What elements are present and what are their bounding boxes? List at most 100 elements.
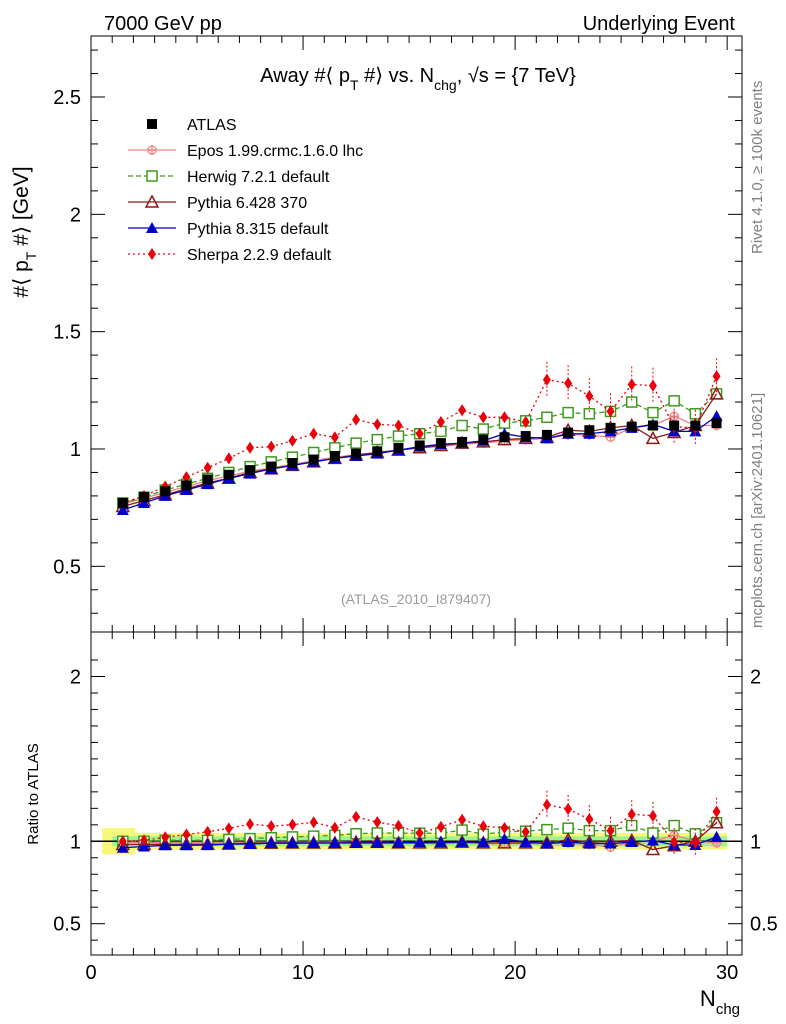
legend-label: Sherpa 2.2.9 default [187, 247, 332, 264]
marker [712, 370, 721, 383]
y-tick-label: 2.5 [53, 87, 81, 109]
marker [520, 431, 531, 442]
marker [373, 816, 382, 829]
marker [648, 379, 657, 392]
marker [203, 461, 212, 474]
marker [456, 824, 468, 836]
marker [647, 420, 658, 431]
marker [350, 836, 363, 848]
marker [456, 419, 468, 432]
marker [564, 377, 573, 390]
marker [246, 818, 255, 831]
marker [329, 451, 340, 462]
marker [182, 828, 191, 841]
ratio-series-5 [118, 790, 721, 857]
marker [499, 432, 510, 443]
legend-label: Epos 1.99.crmc.1.6.0 lhc [187, 143, 363, 160]
marker [181, 480, 192, 491]
y-tick-label: 1.5 [53, 322, 81, 344]
main-ticks: 0.5 1 1.5 2 2.5 [53, 36, 742, 632]
marker [202, 474, 213, 485]
marker [266, 461, 277, 472]
marker [146, 222, 158, 233]
marker [583, 837, 596, 849]
marker [138, 496, 151, 508]
marker [352, 413, 361, 426]
marker [540, 837, 553, 849]
marker [585, 813, 594, 826]
marker [670, 836, 679, 849]
marker [625, 396, 638, 408]
main-series-layer [115, 358, 724, 515]
marker [309, 427, 318, 440]
marker [373, 418, 382, 431]
marker [415, 427, 424, 440]
y-tick-label: 1 [70, 439, 81, 461]
marker [144, 194, 160, 208]
marker [139, 492, 150, 503]
marker [352, 810, 361, 823]
marker [645, 430, 661, 445]
ratio-y-tick-label-right: 2 [750, 666, 761, 688]
marker [606, 824, 615, 837]
marker [712, 805, 721, 818]
marker [646, 834, 659, 846]
ratio-y-tick-label: 1 [70, 831, 81, 853]
ratio-y-tick-label-right: 1 [750, 831, 761, 853]
marker [140, 834, 149, 847]
marker [182, 471, 191, 484]
marker [286, 837, 299, 849]
marker [308, 454, 319, 465]
marker [414, 440, 425, 451]
marker [436, 820, 445, 833]
main-watermark: (ATLAS_2010_I879407) [341, 591, 491, 607]
legend-entry: Pythia 6.428 370 [128, 194, 307, 212]
marker [371, 433, 384, 446]
marker [710, 830, 723, 842]
marker [267, 440, 276, 453]
marker [265, 837, 278, 849]
marker [563, 427, 574, 438]
legend-entry: Herwig 7.2.1 default [128, 169, 330, 186]
main-ylabel: #⟨ pT #⟩ [GeV] [10, 166, 39, 297]
marker [161, 831, 170, 844]
marker [394, 819, 403, 832]
marker [415, 827, 424, 840]
legend-entry: Sherpa 2.2.9 default [128, 247, 332, 264]
ratio-y-tick-label-right: 0.5 [750, 914, 778, 936]
marker [457, 436, 468, 447]
marker [519, 836, 532, 848]
marker [627, 378, 636, 391]
marker [605, 422, 616, 433]
marker [159, 839, 172, 851]
marker [372, 446, 383, 457]
marker [583, 408, 596, 420]
marker [436, 415, 445, 428]
legend-label: Pythia 6.428 370 [187, 195, 307, 212]
marker [116, 503, 129, 515]
ratio-ylabel: Ratio to ATLAS [25, 743, 42, 844]
legend-entry: Epos 1.99.crmc.1.6.0 lhc [128, 143, 363, 160]
legend-label: ATLAS [187, 117, 237, 134]
ratio-series-4 [116, 830, 723, 853]
marker [690, 420, 701, 431]
marker [585, 390, 594, 403]
ratio-frame [90, 631, 743, 956]
marker [330, 431, 339, 444]
marker [148, 248, 156, 260]
marker [223, 469, 234, 480]
x-tick-label: 0 [85, 962, 96, 984]
marker [500, 821, 509, 834]
legend-label: Herwig 7.2.1 default [187, 169, 330, 186]
ratio-y-tick-label: 2 [70, 666, 81, 688]
marker [371, 836, 384, 848]
marker [328, 836, 341, 848]
marker [287, 458, 298, 469]
legend-entry: ATLAS [147, 117, 237, 134]
marker [541, 429, 552, 440]
marker [627, 808, 636, 821]
marker [498, 832, 511, 844]
marker [288, 818, 297, 831]
marker [146, 170, 158, 182]
